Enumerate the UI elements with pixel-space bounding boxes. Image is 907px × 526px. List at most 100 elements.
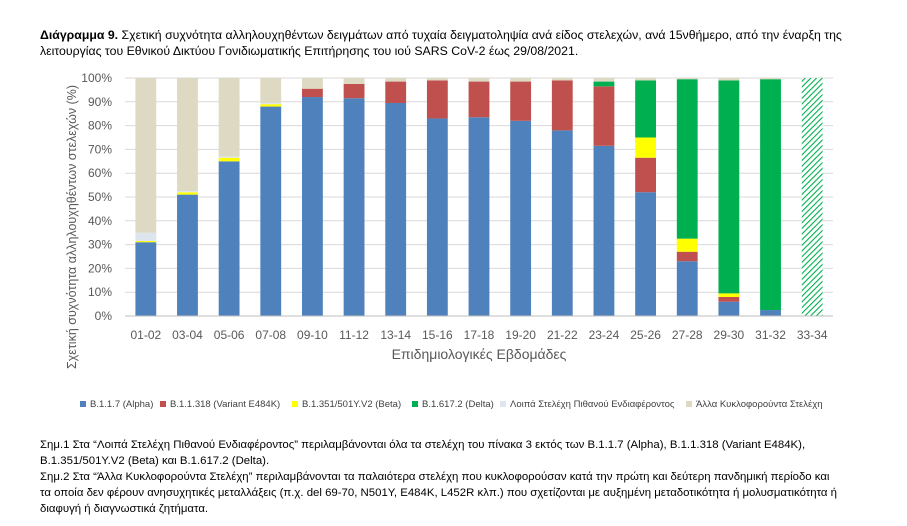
legend-swatch (80, 401, 86, 407)
bar-segment (385, 81, 407, 103)
bar-segment (260, 102, 282, 105)
bar-segment (468, 81, 490, 118)
x-tick-label: 05-06 (214, 328, 245, 342)
bar-segment (593, 86, 615, 146)
bar-segment (635, 80, 656, 138)
y-tick-label: 30% (88, 238, 112, 252)
bar-segment (302, 88, 323, 98)
bar-segment (426, 80, 448, 119)
y-tick-label: 10% (88, 285, 112, 299)
bar-segment (551, 80, 573, 131)
bar-segment (760, 78, 781, 80)
bar-segment (177, 194, 198, 316)
bar-segment (343, 83, 365, 99)
x-axis-title: Επιδημιολογικές Εβδομάδες (392, 346, 567, 362)
bar-segment (135, 241, 157, 243)
x-tick-label: 25-26 (630, 328, 661, 342)
bar-segment (718, 293, 740, 297)
legend-label: B.1.1.7 (Alpha) (90, 399, 153, 410)
x-tick-label: 03-04 (172, 328, 203, 342)
bar-segment (218, 161, 240, 316)
bar-segment (635, 192, 656, 316)
bar-segment (635, 137, 656, 158)
bar-segment (760, 310, 781, 316)
y-tick-label: 80% (88, 119, 112, 133)
bar-segment (718, 296, 740, 302)
legend-swatch (160, 401, 166, 407)
bar-segment (426, 78, 448, 81)
bar-segment (593, 145, 615, 316)
bar-segment (385, 78, 407, 82)
bars (135, 78, 823, 317)
bar-segment (218, 78, 240, 157)
bar-segment (343, 98, 365, 316)
x-tick-label: 17-18 (464, 328, 495, 342)
legend-label: B.1.351/501Y.V2 (Beta) (302, 399, 401, 410)
y-tick-label: 60% (88, 166, 112, 180)
bar-segment (676, 261, 698, 316)
legend-swatch (500, 401, 506, 407)
x-tick-label: 33-34 (797, 328, 828, 342)
bar-segment (760, 79, 781, 311)
bar-segment (551, 130, 573, 316)
x-tick-label: 09-10 (297, 328, 328, 342)
bar-segment (302, 97, 323, 316)
bar-segment (718, 301, 740, 316)
x-tick-label: 15-16 (422, 328, 453, 342)
x-tick-label: 07-08 (255, 328, 286, 342)
bar-segment (801, 78, 823, 316)
bar-segment (718, 80, 740, 294)
bar-segment (260, 78, 282, 103)
legend-swatch (412, 401, 418, 407)
legend-label: Λοιπά Στελέχη Πιθανού Ενδιαφέροντος (510, 399, 675, 410)
bar-segment (260, 106, 282, 316)
bar-segment (468, 117, 490, 317)
x-tick-label: 29-30 (714, 328, 745, 342)
bar-segment (593, 81, 615, 87)
bar-segment (260, 104, 282, 107)
footnote-2: Σημ.2 Στα “Άλλα Κυκλοφορούντα Στελέχη” π… (40, 471, 838, 515)
chart-title: Διάγραμμα 9. Σχετική συχνότητα αλληλουχη… (40, 27, 860, 59)
bar-segment (385, 102, 407, 317)
legend-label: Άλλα Κυκλοφορούντα Στελέχη (696, 399, 823, 410)
bar-segment (177, 192, 198, 195)
axes: 0% 10% 20% 30% 40% 50% 60% 70% 80% 90% 100% 01-02 03… (65, 71, 833, 369)
bar-segment (218, 156, 240, 158)
y-tick-label: 40% (88, 214, 112, 228)
x-tick-label: 11-12 (339, 328, 369, 342)
x-tick-label: 21-22 (547, 328, 578, 342)
y-tick-label: 20% (88, 261, 112, 275)
y-tick-label: 100% (81, 71, 112, 85)
x-tick-label: 19-20 (505, 328, 536, 342)
bar-segment (510, 120, 532, 316)
bar-segment (302, 78, 323, 89)
bar-segment (510, 78, 532, 82)
legend-swatch (292, 401, 298, 407)
bar-segment (676, 78, 698, 80)
y-tick-label: 0% (95, 309, 113, 323)
bar-segment (218, 157, 240, 162)
bar-segment (676, 251, 698, 262)
bar-segment (676, 238, 698, 252)
y-axis-title: Σχετική συχνότητα αλληλουχηθέντων στελεχ… (65, 85, 79, 369)
bar-segment (135, 242, 157, 316)
legend-label: B.1.617.2 (Delta) (422, 399, 494, 410)
stacked-bar-chart: 0% 10% 20% 30% 40% 50% 60% 70% 80% 90% 100% 01-02 03… (65, 71, 833, 410)
bar-segment (135, 232, 157, 242)
legend-swatch (686, 401, 692, 407)
x-tick-label: 01-02 (130, 328, 161, 342)
bar-segment (177, 78, 198, 192)
bar-segment (135, 78, 157, 233)
bar-segment (426, 118, 448, 317)
x-tick-label: 13-14 (380, 328, 411, 342)
bar-segment (676, 79, 698, 239)
x-tick-label: 31-32 (755, 328, 786, 342)
legend-label: B.1.1.318 (Variant E484K) (170, 399, 280, 410)
x-tick-label: 23-24 (589, 328, 620, 342)
bar-segment (343, 78, 365, 84)
bar-segment (635, 78, 656, 81)
bar-segment (635, 157, 656, 193)
bar-segment (177, 191, 198, 193)
bar-segment (551, 78, 573, 81)
y-tick-label: 90% (88, 95, 112, 109)
